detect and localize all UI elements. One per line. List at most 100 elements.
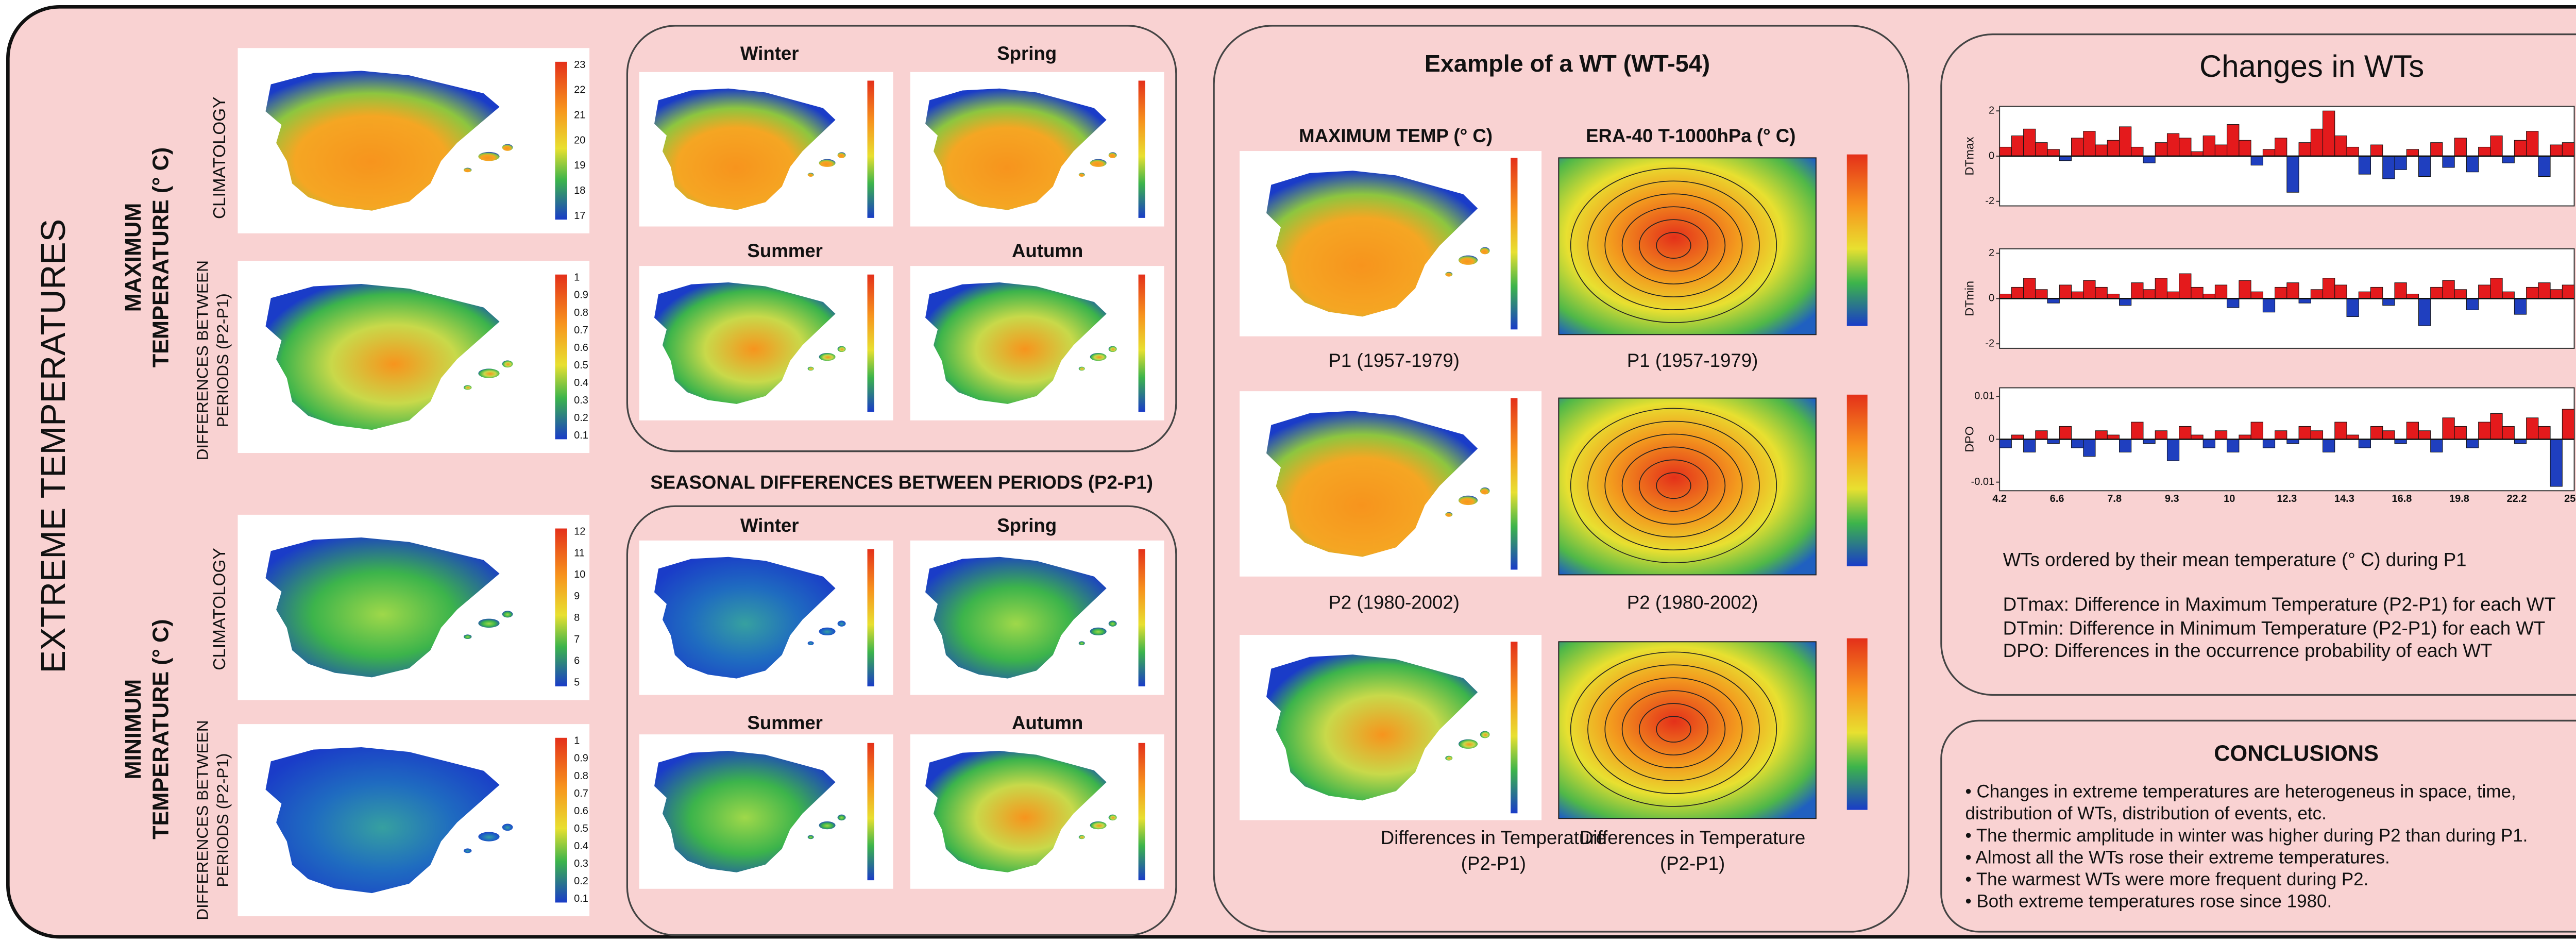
page: { "side_title": "EXTREME TEMPERATURES", … [0,0,2576,942]
color-bar [1511,398,1517,569]
season-title: Winter [740,43,799,64]
caption: Differences in Temperature [1580,827,1805,848]
scale-label: 0.4 [574,377,588,389]
conclusion-line: • Both extreme temperatures rose since 1… [1965,891,2332,912]
scale-label: 6 [574,655,580,667]
note: DPO: Differences in the occurrence proba… [2003,640,2493,661]
bar [2371,287,2383,298]
scale-label: 12 [574,526,585,537]
bar [2179,138,2191,156]
bar [2251,292,2263,298]
bar [2538,426,2550,439]
bar [2406,149,2418,156]
note: DTmin: Difference in Minimum Temperature… [2003,618,2546,639]
scale-label: 18 [574,185,585,196]
bar [2359,292,2370,298]
bar [2047,149,2059,156]
field-map [1558,158,1816,334]
bar [2538,283,2550,299]
bar [2095,145,2107,156]
color-bar [555,529,567,686]
bar [2323,111,2335,156]
scale-label: 0.6 [574,342,588,354]
axis-title: DTmin [1963,281,1976,316]
section-title: Example of a WT (WT-54) [1425,50,1710,77]
bar [2287,283,2299,299]
bar [2083,280,2095,298]
bar [2502,292,2514,298]
bar [2466,298,2478,310]
bar [2418,156,2430,177]
bar [2527,287,2538,298]
bar [1999,147,2011,156]
bar [2239,280,2251,298]
bar [2059,426,2071,439]
bar [2454,426,2466,439]
x-tick-label: 4.2 [1992,493,2007,504]
bar [2502,156,2514,163]
bar [2275,138,2287,156]
conclusion-line: • The warmest WTs were more frequent dur… [1965,869,2369,889]
scale-label: 0.8 [574,770,588,782]
conclusion-line: • The thermic amplitude in winter was hi… [1965,826,2528,846]
column-title: ERA-40 T-1000hPa (° C) [1586,125,1795,146]
bar [2347,147,2359,156]
scale-label: 10 [574,569,585,580]
note: DTmax: Difference in Maximum Temperature… [2003,594,2556,615]
scale-label: 23 [574,59,585,71]
caption: Differences in Temperature [1381,827,1606,848]
y-tick-label: 0 [1989,433,1994,445]
scale-label: 0.8 [574,307,588,318]
bar [2179,274,2191,298]
bar [2024,278,2036,299]
season-title: Spring [997,515,1057,536]
bar [2443,418,2454,440]
bar [2490,278,2502,299]
scale-label: 19 [574,160,585,171]
bar [2083,439,2095,456]
bar [2215,285,2227,298]
scale-label: 0.1 [574,893,588,904]
conclusion-line: distribution of WTs, distribution of eve… [1965,803,2327,823]
bar [2431,143,2443,156]
row-label: DIFFERENCES BETWEEN [193,720,211,920]
bar [2251,156,2263,165]
scale-label: 0.2 [574,412,588,424]
y-tick-label: -2 [1985,338,1994,349]
bar [2454,138,2466,156]
column-title: MAXIMUM TEMP (° C) [1299,125,1493,146]
bar [2479,285,2490,298]
bar [1999,439,2011,448]
bar [2227,125,2239,156]
bar [2311,290,2323,299]
x-tick-label: 19.8 [2449,493,2469,504]
caption: P2 (1980-2002) [1329,592,1460,613]
section-heading: MINIMUM [121,679,146,780]
color-bar [1511,158,1517,329]
bar [2072,292,2083,298]
caption: P2 (1980-2002) [1627,592,1758,613]
scale-label: 11 [574,547,585,559]
y-tick-label: 0 [1989,150,1994,161]
bar [2239,140,2251,156]
scale-label: 0.2 [574,876,588,887]
bar [2059,285,2071,298]
bar [2011,136,2023,156]
scale-label: 0.9 [574,753,588,764]
scale-label: 8 [574,612,580,624]
bar [2335,422,2347,439]
caption: P1 (1957-1979) [1627,350,1758,371]
section-title: CONCLUSIONS [2214,742,2379,766]
section-heading: TEMPERATURE (° C) [148,147,173,368]
scale-label: 20 [574,134,585,146]
bar [2119,439,2131,452]
bar [2371,145,2383,156]
section-heading: MAXIMUM [121,203,146,312]
x-tick-label: 10 [2224,493,2235,504]
scale-label: 0.7 [574,325,588,336]
color-bar [1847,395,1868,566]
bar [2550,145,2562,156]
color-bar [1847,155,1868,326]
scale-label: 0.6 [574,805,588,817]
bar [2036,143,2047,156]
